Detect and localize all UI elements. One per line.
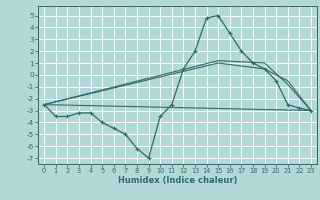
X-axis label: Humidex (Indice chaleur): Humidex (Indice chaleur)	[118, 176, 237, 185]
